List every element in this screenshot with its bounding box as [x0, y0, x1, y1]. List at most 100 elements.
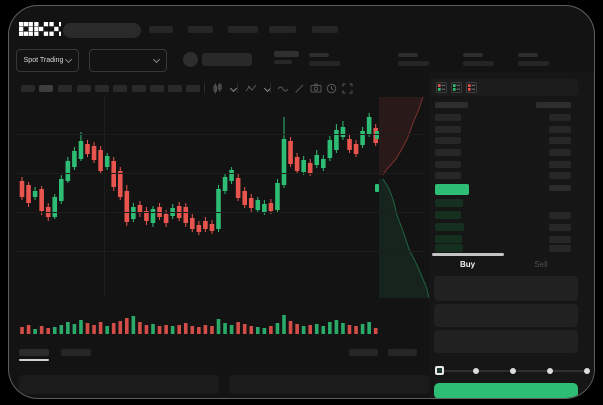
book-bids-only-icon[interactable]	[451, 82, 462, 93]
bid-row-price[interactable]	[435, 199, 463, 207]
ask-row-amount[interactable]	[549, 172, 571, 179]
nav-item-placeholder[interactable]	[188, 26, 213, 33]
bottom-tab-underline	[19, 359, 49, 361]
buy-tab-label: Buy	[459, 260, 476, 269]
bid-row-price[interactable]	[435, 223, 464, 231]
book-combined-icon[interactable]	[436, 82, 447, 93]
interval-button[interactable]	[21, 85, 35, 92]
ask-row-amount[interactable]	[549, 137, 571, 144]
price-change-placeholder	[274, 60, 292, 64]
ask-row-price[interactable]	[435, 137, 461, 144]
chart-range-placeholder[interactable]	[349, 349, 378, 356]
pair-selector[interactable]	[89, 49, 167, 72]
stat-value-placeholder	[518, 61, 549, 66]
gridline-h	[16, 251, 424, 252]
bottom-tab[interactable]	[61, 349, 91, 356]
toolbar-divider	[270, 83, 271, 93]
bottom-tab-active[interactable]	[19, 349, 49, 356]
stat-label-placeholder	[309, 53, 329, 57]
last-price-placeholder	[274, 51, 299, 57]
camera-icon[interactable]	[310, 83, 322, 93]
bid-row-amount[interactable]	[549, 236, 571, 243]
nav-item-placeholder[interactable]	[149, 26, 173, 33]
chevron-down-icon	[65, 55, 73, 64]
fullscreen-icon[interactable]	[342, 83, 353, 94]
bid-row-amount[interactable]	[549, 245, 571, 252]
depth-profile-svg	[379, 97, 430, 299]
interval-button[interactable]	[168, 85, 182, 92]
buy-submit-button[interactable]	[434, 383, 578, 398]
indicators-icon[interactable]	[245, 83, 257, 94]
okx-logo[interactable]	[19, 22, 61, 36]
bid-row-price[interactable]	[435, 211, 461, 219]
bottom-panel-right	[229, 375, 429, 394]
wave-line-icon[interactable]	[277, 84, 289, 93]
coin-avatar	[183, 52, 198, 67]
toolbar-divider	[204, 83, 205, 93]
book-asks-only-icon[interactable]	[466, 82, 477, 93]
order-form-input[interactable]	[434, 304, 578, 327]
market-type-selector[interactable]: Spot Trading	[16, 49, 79, 72]
stat-label-placeholder	[463, 53, 483, 57]
book-header-price	[435, 102, 468, 108]
slider-stop[interactable]	[473, 368, 479, 374]
interval-button[interactable]	[150, 85, 164, 92]
last-price-highlight[interactable]	[435, 184, 469, 195]
order-form-input[interactable]	[434, 276, 578, 301]
book-header-amount	[536, 102, 571, 108]
order-form-input[interactable]	[434, 330, 578, 353]
ask-row-price[interactable]	[435, 149, 461, 156]
history-clock-icon[interactable]	[326, 83, 337, 94]
volume-svg	[20, 315, 378, 334]
slider-stop[interactable]	[510, 368, 516, 374]
ask-row-amount[interactable]	[549, 126, 571, 133]
slider-stop[interactable]	[547, 368, 553, 374]
gridline-h	[16, 173, 424, 174]
buy-tab[interactable]: Buy	[431, 260, 504, 269]
ask-row-price[interactable]	[435, 161, 461, 168]
bid-row-amount[interactable]	[549, 224, 571, 231]
bid-row-price[interactable]	[435, 244, 463, 252]
nav-item-placeholder[interactable]	[228, 26, 258, 33]
search-input[interactable]	[63, 23, 141, 38]
ask-row-price[interactable]	[435, 126, 461, 133]
gridline-h	[16, 134, 424, 135]
stat-value-placeholder	[463, 61, 494, 66]
ask-row-price[interactable]	[435, 172, 461, 179]
chevron-down-icon	[152, 55, 161, 64]
interval-button[interactable]	[186, 85, 200, 92]
draw-tool-icon[interactable]	[294, 83, 305, 94]
app-window: Spot Trading	[8, 5, 595, 399]
order-book-toolbar	[431, 79, 578, 96]
last-price-tick	[375, 184, 379, 192]
candle-style-icon[interactable]	[212, 83, 223, 94]
slider-stop[interactable]	[584, 368, 590, 374]
book-scroll-indicator[interactable]	[432, 253, 504, 256]
ask-row-amount[interactable]	[549, 161, 571, 168]
stat-value-placeholder	[398, 61, 429, 66]
toolbar-divider	[237, 83, 238, 93]
chevron-down-icon[interactable]	[229, 84, 238, 93]
stat-label-placeholder	[398, 53, 418, 57]
nav-item-placeholder[interactable]	[269, 26, 296, 33]
ask-row-amount[interactable]	[549, 149, 571, 156]
chart-range-placeholder[interactable]	[388, 349, 417, 356]
gridline-v	[104, 96, 105, 296]
last-price-tick	[375, 131, 379, 139]
ask-row-price[interactable]	[435, 114, 461, 121]
interval-button[interactable]	[58, 85, 72, 92]
market-type-label: Spot Trading	[23, 57, 64, 64]
interval-button[interactable]	[39, 85, 53, 92]
candles-svg[interactable]	[19, 97, 379, 299]
ask-row-amount[interactable]	[549, 114, 571, 121]
bid-row-amount[interactable]	[549, 212, 571, 219]
nav-item-placeholder[interactable]	[312, 26, 338, 33]
interval-button[interactable]	[77, 85, 91, 92]
interval-button[interactable]	[132, 85, 146, 92]
slider-handle[interactable]	[434, 366, 444, 375]
sell-tab[interactable]: Sell	[504, 260, 578, 269]
interval-button[interactable]	[95, 85, 109, 92]
bid-row-price[interactable]	[435, 235, 462, 243]
interval-button[interactable]	[113, 85, 127, 92]
